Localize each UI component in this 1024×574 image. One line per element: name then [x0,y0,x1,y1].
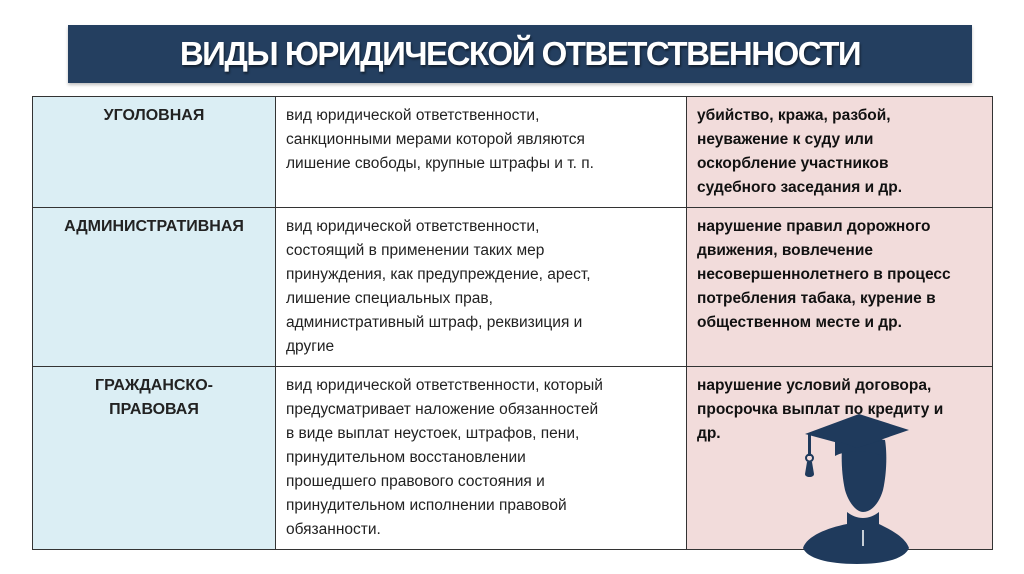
examples-cell: нарушение условий договора, просрочка вып… [686,366,993,550]
examples-line: нарушение правил дорожного [697,218,931,235]
liability-type-line: ПРАВОВАЯ [109,401,199,418]
liability-type-line: УГОЛОВНАЯ [103,107,205,124]
definition-cell: вид юридической ответственности, состоящи… [275,207,687,367]
definition-line: предусматривает наложение обязанностей [286,401,599,418]
table-row: ГРАЖДАНСКО- ПРАВОВАЯ вид юридической ответ… [32,366,993,550]
examples-line: неуважение к суду или [697,131,874,148]
examples-line: судебного заседания и др. [697,179,903,196]
examples-line: потребления табака, курение в [697,290,936,307]
liability-type-cell: УГОЛОВНАЯ [32,96,276,208]
examples-cell: убийство, кража, разбой, неуважение к суд… [686,96,993,208]
examples-line: движения, вовлечение [697,242,873,259]
definition-line: прошедшего правового состояния и [286,473,545,490]
liability-type-line: АДМИНИСТРАТИВНАЯ [64,218,244,235]
definition-cell: вид юридической ответственности, санкцион… [275,96,687,208]
examples-line: др. [697,425,721,442]
definition-line: вид юридической ответственности, который [286,377,603,394]
liability-type-cell: ГРАЖДАНСКО- ПРАВОВАЯ [32,366,276,550]
examples-line: убийство, кража, разбой, [697,107,891,124]
examples-line: несовершеннолетнего в процесс [697,266,951,283]
examples-cell: нарушение правил дорожного движения, вовл… [686,207,993,367]
definition-line: вид юридической ответственности, [286,107,540,124]
title-bar: ВИДЫ ЮРИДИЧЕСКОЙ ОТВЕТСТВЕННОСТИ [68,25,972,83]
definition-line: обязанности. [286,521,381,538]
definition-line: принудительном восстановлении [286,449,526,466]
definition-line: состоящий в применении таких мер [286,242,545,259]
liability-type-line: ГРАЖДАНСКО- [95,377,213,394]
liability-type-cell: АДМИНИСТРАТИВНАЯ [32,207,276,367]
table-row: АДМИНИСТРАТИВНАЯ вид юридической ответств… [32,207,993,367]
liability-table: УГОЛОВНАЯ вид юридической ответственности… [32,96,993,550]
graduate-silhouette-icon [803,414,909,564]
examples-line: оскорбление участников [697,155,889,172]
examples-line: нарушение условий договора, [697,377,932,394]
definition-line: в виде выплат неустоек, штрафов, пени, [286,425,580,442]
definition-line: административный штраф, реквизиция и [286,314,583,331]
examples-line: просрочка выплат по кредиту и [697,401,944,418]
examples-line: общественном месте и др. [697,314,902,331]
definition-line: санкционными мерами которой являются [286,131,585,148]
page-title: ВИДЫ ЮРИДИЧЕСКОЙ ОТВЕТСТВЕННОСТИ [179,35,862,72]
definition-line: лишение свободы, крупные штрафы и т. п. [286,155,594,172]
table-row: УГОЛОВНАЯ вид юридической ответственности… [32,96,993,208]
definition-line: вид юридической ответственности, [286,218,540,235]
definition-cell: вид юридической ответственности, который… [275,366,687,550]
definition-line: другие [286,338,335,355]
definition-line: лишение специальных прав, [286,290,493,307]
definition-line: принудительном исполнении правовой [286,497,567,514]
definition-line: принуждения, как предупреждение, арест, [286,266,591,283]
